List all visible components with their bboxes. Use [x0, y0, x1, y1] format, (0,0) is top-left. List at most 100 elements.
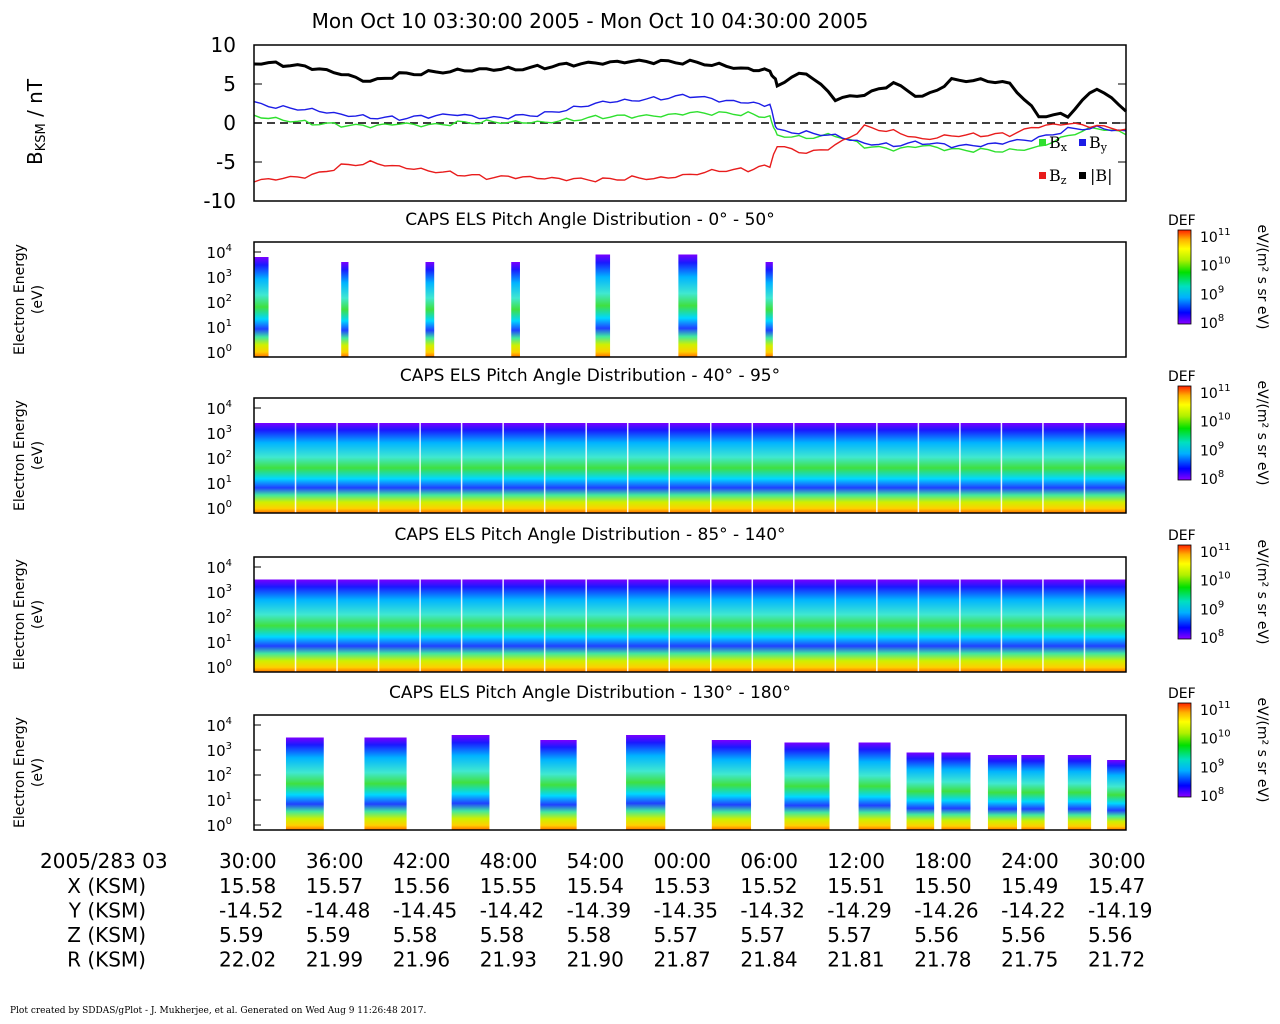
- panel-yunit: (eV): [30, 758, 46, 787]
- bfield-frame: [253, 44, 1127, 202]
- series-line-by: [253, 93, 1127, 149]
- spectrogram-block: [941, 752, 971, 830]
- panel-ylabel: Electron Energy: [12, 717, 28, 828]
- ephemeris-value: -14.48: [306, 899, 370, 923]
- ephemeris-value: 5.56: [1001, 923, 1046, 947]
- ephemeris-value: 5.59: [306, 923, 351, 947]
- time-tick-label: 24:00: [1001, 849, 1059, 873]
- figure-title: Mon Oct 10 03:30:00 2005 - Mon Oct 10 04…: [312, 9, 869, 33]
- panel-frame: [253, 556, 1127, 673]
- time-tick-label: 54:00: [567, 849, 625, 873]
- ephemeris-value: -14.45: [393, 899, 457, 923]
- ephemeris-value: -14.52: [219, 899, 283, 923]
- ephemeris-value: 21.99: [306, 948, 363, 972]
- ephemeris-row-label: R (KSM): [67, 948, 146, 972]
- bfield-ylabel: BKSM / nT: [23, 78, 49, 165]
- ephemeris-value: 15.57: [306, 874, 363, 898]
- pitch-angle-panel-3: CAPS ELS Pitch Angle Distribution - 85° …: [12, 525, 1270, 677]
- panel-title: CAPS ELS Pitch Angle Distribution - 40° …: [400, 366, 780, 386]
- legend-by-label: By: [1089, 133, 1108, 154]
- colorbar: [1177, 229, 1192, 325]
- panel-ylabel: Electron Energy: [12, 400, 28, 511]
- series-line-bx: [253, 110, 1127, 153]
- colorbar-tick-label: 108: [1200, 469, 1224, 488]
- energy-tick-label: 101: [207, 633, 232, 652]
- spectrogram-block: [1021, 755, 1045, 830]
- colorbar: [1177, 702, 1192, 798]
- ephemeris-value: 5.59: [219, 923, 264, 947]
- colorbar-label: DEF: [1168, 213, 1196, 229]
- bfield-y-tick-label: -5: [216, 150, 236, 174]
- energy-tick-label: 103: [207, 268, 232, 287]
- colorbar-tick-label: 1010: [1200, 729, 1231, 748]
- colorbar-label: DEF: [1168, 686, 1196, 702]
- ephemeris-value: 21.87: [654, 948, 711, 972]
- colorbar-tick-label: 1011: [1200, 542, 1231, 561]
- time-tick-label: 48:00: [480, 849, 538, 873]
- colorbar-tick-label: 1010: [1200, 412, 1231, 431]
- time-tick-label: 36:00: [306, 849, 364, 873]
- ephemeris-value: 21.78: [914, 948, 971, 972]
- spectrogram-block: [511, 262, 520, 357]
- energy-tick-label: 101: [207, 791, 232, 810]
- ephemeris-value: 5.58: [567, 923, 612, 947]
- ephemeris-table: 2005/283 03 30:00 36:00 42:00 48:00 54:00 00:…: [40, 849, 1152, 972]
- ephemeris-value: 15.58: [219, 874, 276, 898]
- energy-tick-label: 104: [207, 399, 232, 418]
- ephemeris-row-label: Y (KSM): [68, 899, 146, 923]
- energy-tick-label: 104: [207, 243, 232, 262]
- ephemeris-value: 21.81: [827, 948, 884, 972]
- colorbar-unit: eV/(m² s sr eV): [1254, 698, 1270, 803]
- time-tick-label: 06:00: [740, 849, 798, 873]
- ephemeris-value: -14.29: [827, 899, 891, 923]
- colorbar-tick-label: 108: [1200, 628, 1224, 647]
- panel-ylabel: Electron Energy: [12, 244, 28, 355]
- colorbar-tick-label: 109: [1200, 284, 1224, 303]
- bfield-legend: Bx By Bz |B|: [1039, 133, 1113, 187]
- spectrogram-block: [626, 735, 666, 830]
- footer-credit: Plot created by SDDAS/gPlot - J. Mukherj…: [10, 1006, 427, 1016]
- colorbar-tick-label: 108: [1200, 786, 1224, 805]
- spectrogram-block: [540, 740, 577, 830]
- colorbar-tick-label: 1010: [1200, 571, 1231, 590]
- ephemeris-value: 21.75: [1001, 948, 1058, 972]
- magnetic-field-panel: BKSM / nT 10 5 0 -5 -10 Bx By Bz |B|: [23, 33, 1128, 213]
- energy-tick-label: 101: [207, 318, 232, 337]
- energy-tick-label: 100: [207, 343, 232, 362]
- panel-yunit: (eV): [30, 285, 46, 314]
- panel-yunit: (eV): [30, 600, 46, 629]
- time-tick-label: 00:00: [654, 849, 712, 873]
- bfield-series: [253, 58, 1128, 183]
- legend-bz-label: Bz: [1049, 166, 1067, 187]
- energy-tick-label: 103: [207, 424, 232, 443]
- spectrogram-block: [254, 579, 1126, 672]
- energy-tick-label: 103: [207, 741, 232, 760]
- legend-bx-label: Bx: [1049, 133, 1068, 154]
- panel-title: CAPS ELS Pitch Angle Distribution - 0° -…: [405, 210, 774, 230]
- colorbar-unit: eV/(m² s sr eV): [1254, 381, 1270, 486]
- spectrogram-block: [254, 423, 1126, 513]
- panel-frame: [253, 714, 1127, 831]
- colorbar-label: DEF: [1168, 528, 1196, 544]
- ephemeris-value: 21.93: [480, 948, 537, 972]
- bfield-y-tick-label: -10: [203, 189, 236, 213]
- colorbar-tick-label: 109: [1200, 440, 1224, 459]
- colorbar-tick-label: 1011: [1200, 227, 1231, 246]
- energy-tick-label: 100: [207, 499, 232, 518]
- spectrogram-block: [711, 740, 752, 830]
- ephemeris-value: 5.56: [914, 923, 959, 947]
- colorbar-tick-label: 109: [1200, 757, 1224, 776]
- bfield-y-tick-label: 0: [223, 111, 236, 135]
- panel-title: CAPS ELS Pitch Angle Distribution - 85° …: [394, 525, 785, 545]
- energy-tick-label: 104: [207, 558, 232, 577]
- colorbar-tick-label: 109: [1200, 599, 1224, 618]
- ephemeris-value: 22.02: [219, 948, 276, 972]
- colorbar-tick-label: 1010: [1200, 256, 1231, 275]
- ephemeris-value: 5.58: [393, 923, 438, 947]
- panel-title: CAPS ELS Pitch Angle Distribution - 130°…: [389, 683, 791, 703]
- spectrogram-block: [595, 254, 611, 357]
- ephemeris-value: 15.56: [393, 874, 450, 898]
- panel-frame: [253, 241, 1127, 358]
- time-tick-label: 18:00: [914, 849, 972, 873]
